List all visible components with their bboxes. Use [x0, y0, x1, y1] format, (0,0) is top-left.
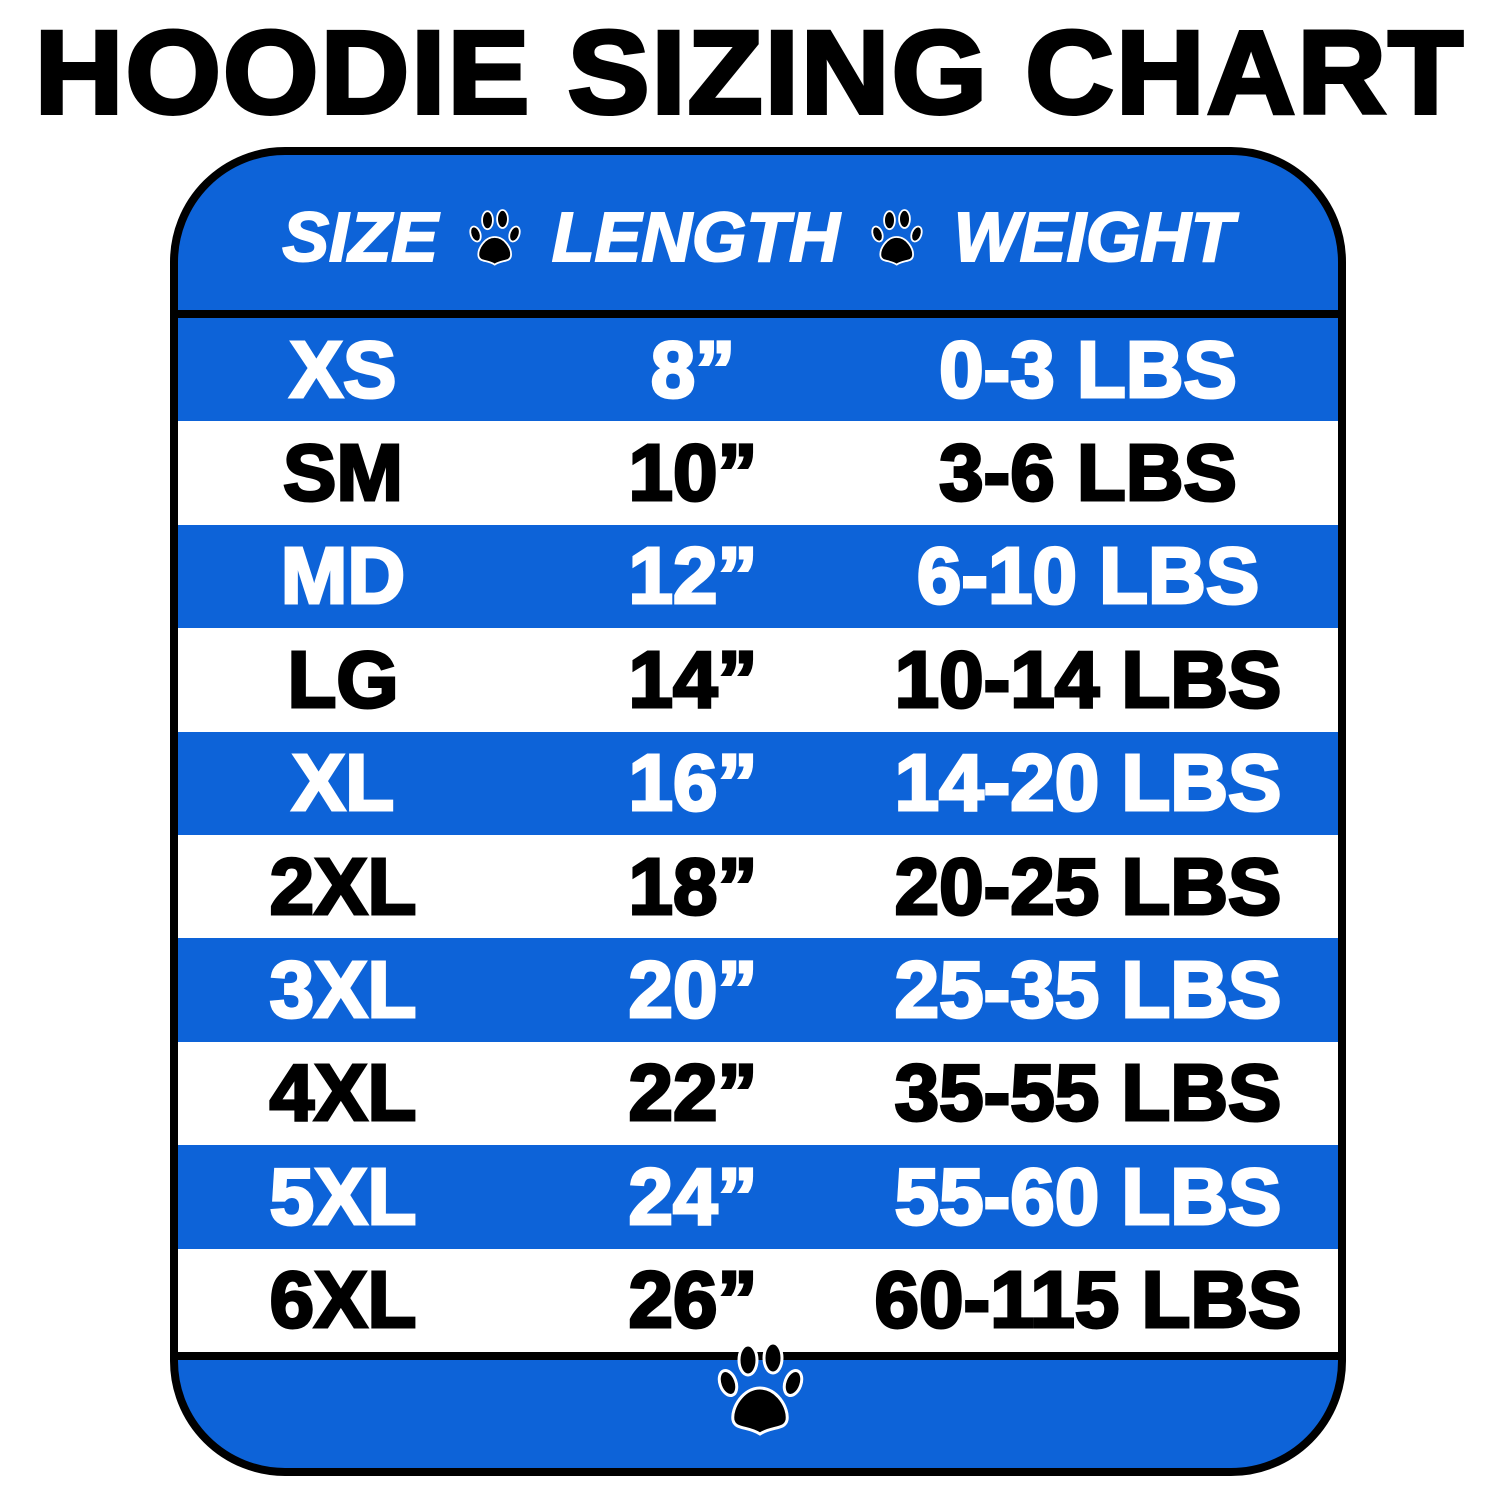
table-body: XS 8” 0-3 LBS SM 10” 3-6 LBS MD 12” 6-10 LBS L… [178, 310, 1338, 1360]
table-row: 3XL 20” 25-35 LBS [178, 938, 1338, 1042]
weight-cell: 3-6 LBS [938, 427, 1239, 519]
size-cell: 5XL [268, 1150, 418, 1242]
size-cell: 2XL [268, 840, 418, 932]
table-row: 5XL 24” 55-60 LBS [178, 1145, 1338, 1249]
paw-print-icon [714, 1341, 807, 1436]
weight-cell: 35-55 LBS [893, 1047, 1283, 1139]
page-title: HOODIE SIZING CHART [33, 6, 1466, 140]
table-row: 2XL 18” 20-25 LBS [178, 834, 1338, 939]
length-cell: 8” [649, 323, 737, 415]
sizing-table: SIZE LENGTH WEIGHT XS 8” 0-3 LBS SM 10” 3-6 … [170, 147, 1346, 1476]
length-cell: 14” [627, 633, 759, 725]
size-cell: LG [286, 633, 400, 725]
size-cell: SM [282, 427, 405, 519]
size-cell: 6XL [268, 1254, 418, 1346]
weight-cell: 20-25 LBS [893, 840, 1283, 932]
size-cell: 3XL [268, 944, 418, 1036]
weight-cell: 25-35 LBS [893, 944, 1283, 1036]
table-row: 6XL 26” 60-115 LBS [178, 1248, 1338, 1352]
length-cell: 22” [627, 1047, 759, 1139]
header-size: SIZE [281, 197, 439, 277]
table-row: LG 14” 10-14 LBS [178, 628, 1338, 732]
table-row: SM 10” 3-6 LBS [178, 421, 1338, 525]
length-cell: 26” [627, 1254, 759, 1346]
paw-print-icon [467, 208, 523, 266]
length-cell: 16” [627, 737, 759, 829]
length-cell: 10” [627, 427, 759, 519]
paw-print-icon [869, 208, 925, 266]
length-cell: 18” [627, 840, 759, 932]
length-cell: 12” [627, 530, 759, 622]
weight-cell: 0-3 LBS [938, 323, 1239, 415]
weight-cell: 6-10 LBS [915, 530, 1260, 622]
weight-cell: 55-60 LBS [893, 1150, 1283, 1242]
length-cell: 24” [627, 1150, 759, 1242]
table-row: XS 8” 0-3 LBS [178, 318, 1338, 422]
weight-cell: 60-115 LBS [873, 1254, 1303, 1346]
table-row: MD 12” 6-10 LBS [178, 524, 1338, 629]
header-length: LENGTH [551, 197, 841, 277]
table-header: SIZE LENGTH WEIGHT [178, 155, 1338, 310]
size-cell: 4XL [268, 1047, 418, 1139]
size-cell: MD [279, 530, 406, 622]
weight-cell: 14-20 LBS [893, 737, 1283, 829]
size-cell: XL [290, 737, 395, 829]
length-cell: 20” [627, 944, 759, 1036]
table-row: XL 16” 14-20 LBS [178, 731, 1338, 835]
table-row: 4XL 22” 35-55 LBS [178, 1041, 1338, 1146]
weight-cell: 10-14 LBS [893, 633, 1283, 725]
size-cell: XS [288, 323, 398, 415]
header-weight: WEIGHT [953, 197, 1235, 277]
